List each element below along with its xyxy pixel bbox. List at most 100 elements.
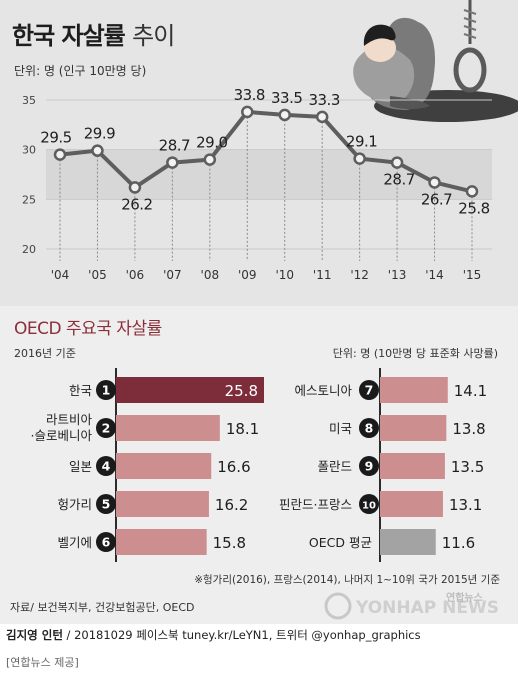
bar-value-label: 15.8 <box>213 534 246 552</box>
oecd-title: OECD 주요국 자살률 <box>14 319 162 339</box>
footer-rest: / 20181029 페이스북 tuney.kr/LeYN1, 트위터 @yon… <box>62 628 421 642</box>
rank-number: 10 <box>362 501 376 512</box>
x-tick-label: '06 <box>126 268 145 282</box>
data-label: 33.5 <box>271 89 302 107</box>
illustration-art <box>330 0 518 126</box>
rank-badge <box>359 380 379 400</box>
data-point <box>128 181 142 194</box>
data-label: 28.7 <box>159 137 190 155</box>
country-label: 일본 <box>69 459 92 474</box>
x-tick-label: '14 <box>425 268 444 282</box>
country-label: OECD 평균 <box>309 535 372 550</box>
data-label: 29.5 <box>40 129 71 147</box>
bar-value-label: 13.5 <box>451 458 484 476</box>
bar <box>380 491 443 517</box>
bar <box>380 529 436 555</box>
rank-badge <box>96 494 116 514</box>
infographic-card: 한국 자살률 추이 단위: 명 (인구 10만명 당) 20 25 30 35 29.5… <box>0 0 518 624</box>
country-label: 벨기에 <box>57 535 92 550</box>
data-point <box>91 144 104 157</box>
rank-number: 1 <box>102 383 111 398</box>
x-tick-label: '08 <box>201 268 220 282</box>
bar-value-label: 25.8 <box>225 382 258 400</box>
rank-badge <box>359 456 379 476</box>
data-label: 26.7 <box>421 190 452 208</box>
rank-number: 9 <box>365 459 374 474</box>
bar <box>380 377 448 403</box>
x-tick-label: '13 <box>388 268 407 282</box>
rank-badge <box>96 418 116 438</box>
data-point <box>53 148 67 161</box>
yonhap-logo-icon <box>324 592 352 620</box>
x-tick-label: '12 <box>350 268 369 282</box>
baseline-note: 2016년 기준 <box>14 347 76 360</box>
bar-value-label: 16.2 <box>215 496 248 514</box>
footer-author: 김지영 인턴 <box>6 628 63 642</box>
rank-number: 4 <box>102 459 111 474</box>
data-label: 29.9 <box>84 125 115 143</box>
rank-badge <box>359 494 379 514</box>
source-note: 자료/ 보건복지부, 건강보험공단, OECD <box>10 601 195 614</box>
bar <box>116 377 264 403</box>
provide-note: [연합뉴스 제공] <box>6 656 79 669</box>
country-label: 헝가리 <box>57 497 92 512</box>
x-tick-label: '15 <box>463 268 482 282</box>
x-tick-label: '09 <box>238 268 257 282</box>
country-label: 핀란드·프랑스 <box>279 497 352 512</box>
rank-badge <box>96 380 116 400</box>
data-label: 29.1 <box>346 133 377 151</box>
data-point <box>166 156 179 169</box>
country-label: 한국 <box>69 383 92 398</box>
data-label: 33.8 <box>234 86 265 104</box>
rank-number: 6 <box>102 535 111 550</box>
country-label: 라트비아 <box>46 412 93 427</box>
data-label: 33.3 <box>308 91 339 109</box>
bar <box>116 529 207 555</box>
data-point <box>203 153 217 166</box>
bar-chart: 25.8 1 한국 18.1 2 라트비아·슬로베니아 16.6 4 일본 16.2 5 헝가리 15.… <box>31 368 487 562</box>
bar <box>116 453 212 479</box>
data-point <box>390 156 404 169</box>
data-label: 28.7 <box>383 171 414 189</box>
footer-credit: 김지영 인턴 / 20181029 페이스북 tuney.kr/LeYN1, 트… <box>6 627 421 643</box>
rank-number: 5 <box>102 497 111 512</box>
footnote: ※헝가리(2016), 프랑스(2014), 나머지 1~10위 국가 2015… <box>194 574 500 586</box>
x-tick-label: '10 <box>275 268 294 282</box>
rank-badge <box>96 456 116 476</box>
title-main-text: 한국 자살률 <box>12 22 126 50</box>
bar-value-label: 14.1 <box>454 382 487 400</box>
rank-badge <box>96 532 116 552</box>
bar <box>116 415 220 441</box>
rank-badge <box>359 418 379 438</box>
bar-value-label: 11.6 <box>442 534 475 552</box>
yonhap-watermark: YONHAP NEWS 연합뉴스 <box>324 591 499 620</box>
country-label: 폴란드 <box>317 459 352 474</box>
data-point <box>353 152 366 165</box>
data-point <box>315 110 329 124</box>
data-point <box>465 185 479 198</box>
country-label: 미국 <box>329 421 352 436</box>
data-point <box>428 176 441 189</box>
y-tick-label: 25 <box>22 193 36 206</box>
rank-number: 7 <box>365 383 374 398</box>
page-title: 한국 자살률 추이 <box>12 16 175 51</box>
rank-number: 8 <box>365 421 374 436</box>
country-label: 에스토니아 <box>294 383 352 398</box>
y-tick-label: 35 <box>22 94 36 107</box>
data-label: 26.2 <box>121 195 152 213</box>
bar-value-label: 16.6 <box>217 458 250 476</box>
bar-value-label: 13.8 <box>452 420 485 438</box>
y-tick-label: 20 <box>22 243 36 256</box>
bar-value-label: 18.1 <box>226 420 259 438</box>
country-label: ·슬로베니아 <box>31 428 93 443</box>
x-tick-label: '05 <box>88 268 107 282</box>
data-point <box>278 108 291 122</box>
line-chart-unit: 단위: 명 (인구 10만명 당) <box>14 64 147 78</box>
bar <box>380 453 445 479</box>
bar-chart-unit: 단위: 명 (10만명 당 표준화 사망률) <box>332 347 498 360</box>
watermark-brand: 연합뉴스 <box>446 591 483 604</box>
data-label: 25.8 <box>458 199 489 217</box>
bar <box>380 415 447 441</box>
watermark-text: YONHAP NEWS <box>355 598 499 618</box>
title-sub-text: 추이 <box>132 22 175 50</box>
